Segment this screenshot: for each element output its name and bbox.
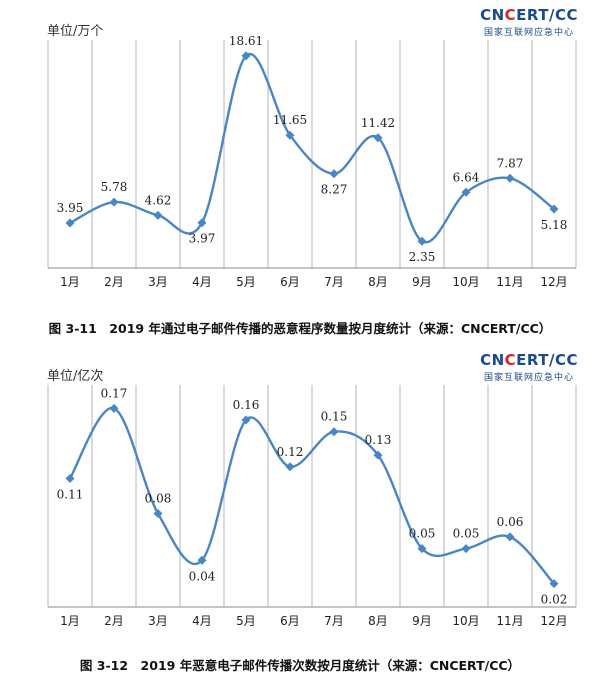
data-point-marker: [153, 210, 163, 220]
line-chart-2: 0.11 0.17 0.08 0.04 0.16 0.12 0.15 0.13 0.05 0.05…: [47, 385, 577, 628]
data-point-marker: [109, 197, 119, 207]
unit-label-1: 单位/万个: [47, 24, 104, 39]
data-label: 0.04: [189, 569, 216, 583]
x-tick-label: 4月: [192, 614, 212, 628]
data-point-marker: [461, 544, 471, 554]
data-point-marker: [241, 51, 251, 61]
figure-caption-1: 图 3-11 2019 年通过电子邮件传播的恶意程序数量按月度统计（来源：CNC…: [48, 321, 552, 336]
x-tick-label: 2月: [104, 614, 124, 628]
line-chart-1: 3.95 5.78 4.62 3.97 18.61 11.65 8.27 11.42 2.35 6…: [47, 34, 577, 289]
data-label: 0.11: [57, 487, 84, 501]
data-point-marker: [549, 579, 559, 589]
chart-panel-1: 3.95 5.78 4.62 3.97 18.61 11.65 8.27 11.42 2.35 6…: [47, 6, 578, 336]
data-point-marker: [285, 130, 295, 140]
x-tick-label: 3月: [148, 614, 168, 628]
data-point-marker: [373, 133, 383, 143]
data-label: 4.62: [145, 193, 172, 207]
data-label: 11.42: [361, 116, 395, 130]
x-tick-label: 7月: [324, 614, 344, 628]
data-point-marker: [417, 544, 427, 554]
x-tick-label: 12月: [540, 614, 567, 628]
x-tick-label: 6月: [280, 614, 300, 628]
unit-label-2: 单位/亿次: [47, 369, 104, 384]
chart-panel-2: 0.11 0.17 0.08 0.04 0.16 0.12 0.15 0.13 0.05 0.05…: [0, 345, 600, 673]
x-tick-label: 10月: [452, 275, 479, 289]
x-tick-label: 4月: [192, 275, 212, 289]
data-point-marker: [329, 427, 339, 437]
x-tick-label: 12月: [540, 275, 567, 289]
x-tick-label: 7月: [324, 275, 344, 289]
x-tick-label: 5月: [236, 614, 256, 628]
data-point-marker: [197, 555, 207, 565]
data-label: 0.02: [541, 593, 568, 607]
x-tick-label: 6月: [280, 275, 300, 289]
data-label: 3.95: [57, 201, 84, 215]
data-label: 0.08: [145, 492, 172, 506]
data-label: 2.35: [409, 250, 436, 264]
data-point-marker: [65, 218, 75, 228]
data-label: 3.97: [189, 232, 216, 246]
data-label: 5.78: [101, 180, 128, 194]
data-point-marker: [417, 236, 427, 246]
data-point-marker: [329, 169, 339, 179]
x-tick-label: 11月: [496, 614, 523, 628]
data-point-marker: [241, 415, 251, 425]
data-label: 0.12: [277, 445, 304, 459]
data-label: 5.18: [541, 218, 568, 232]
data-label: 6.64: [453, 170, 480, 184]
x-tick-label: 5月: [236, 275, 256, 289]
data-label: 11.65: [273, 113, 307, 127]
data-point-marker: [505, 173, 515, 183]
data-point-marker: [153, 509, 163, 519]
data-point-marker: [461, 187, 471, 197]
data-label: 8.27: [321, 183, 348, 197]
data-label: 0.05: [409, 527, 436, 541]
x-tick-label: 8月: [368, 614, 388, 628]
x-tick-label: 11月: [496, 275, 523, 289]
x-tick-label: 1月: [60, 614, 80, 628]
x-tick-label: 1月: [60, 275, 80, 289]
data-point-marker: [549, 204, 559, 214]
data-label: 0.16: [233, 398, 260, 412]
data-point-marker: [285, 462, 295, 472]
data-point-marker: [197, 218, 207, 228]
data-label: 0.17: [101, 386, 128, 400]
data-label: 0.13: [365, 433, 392, 447]
data-point-marker: [505, 532, 515, 542]
data-label: 0.05: [453, 527, 480, 541]
data-point-marker: [373, 450, 383, 460]
x-tick-label: 10月: [452, 614, 479, 628]
data-label: 7.87: [497, 156, 524, 170]
figure-caption-2: 图 3-12 2019 年恶意电子邮件传播次数按月度统计（来源：CNCERT/C…: [79, 658, 521, 673]
data-point-marker: [65, 473, 75, 483]
data-label: 0.06: [497, 515, 524, 529]
cncert-logo: CNCERT/CC 国家互联网应急中心: [480, 6, 578, 38]
x-tick-label: 3月: [148, 275, 168, 289]
data-point-marker: [109, 403, 119, 413]
x-tick-label: 9月: [412, 275, 432, 289]
x-tick-label: 2月: [104, 275, 124, 289]
x-tick-label: 9月: [412, 614, 432, 628]
data-label: 18.61: [229, 34, 263, 48]
cncert-logo: CNCERT/CC 国家互联网应急中心: [480, 351, 578, 383]
data-label: 0.15: [321, 410, 348, 424]
x-tick-label: 8月: [368, 275, 388, 289]
